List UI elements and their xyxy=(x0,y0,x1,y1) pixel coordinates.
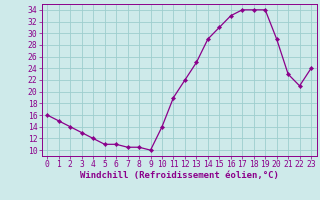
X-axis label: Windchill (Refroidissement éolien,°C): Windchill (Refroidissement éolien,°C) xyxy=(80,171,279,180)
